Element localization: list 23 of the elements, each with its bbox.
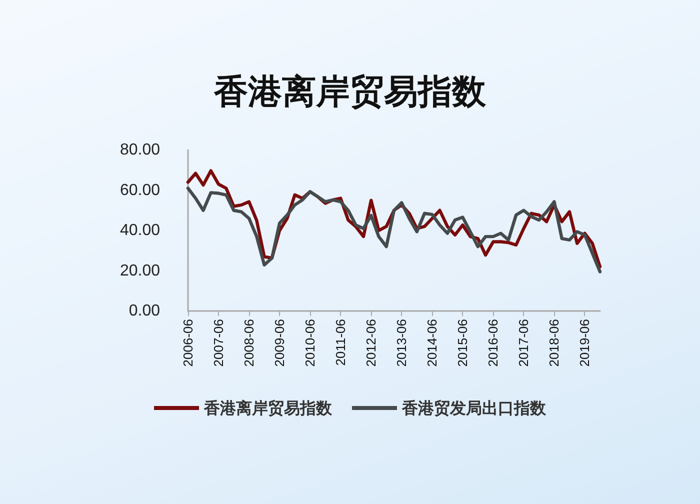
x-tick-label: 2014-06 — [424, 319, 440, 367]
x-tick-label: 2006-06 — [180, 319, 196, 367]
x-tick-label: 2013-06 — [394, 319, 410, 367]
x-tick-label: 2008-06 — [242, 319, 257, 367]
x-tick-label: 2010-06 — [302, 319, 318, 367]
y-tick-label: 60.00 — [120, 182, 160, 199]
x-tick-label: 2015-06 — [455, 319, 470, 367]
chart-title: 香港离岸贸易指数 — [213, 72, 487, 112]
y-tick-label: 0.00 — [128, 302, 160, 320]
legend-label: 香港离岸贸易指数 — [203, 398, 333, 418]
x-tick-label: 2011-06 — [333, 319, 348, 366]
x-tick-label: 2009-06 — [272, 319, 288, 367]
y-tick-label: 80.00 — [120, 142, 160, 158]
legend-label: 香港贸发局出口指数 — [401, 398, 547, 418]
x-tick-label: 2019-06 — [577, 319, 592, 367]
x-tick-label: 2018-06 — [546, 319, 562, 367]
x-tick-label: 2007-06 — [211, 319, 226, 367]
y-tick-label: 20.00 — [120, 262, 160, 280]
x-tick-label: 2017-06 — [516, 319, 532, 367]
line-series — [186, 186, 602, 274]
x-tick-label: 2012-06 — [364, 319, 379, 367]
x-tick-label: 2016-06 — [486, 319, 501, 367]
y-tick-label: 40.00 — [120, 222, 160, 239]
